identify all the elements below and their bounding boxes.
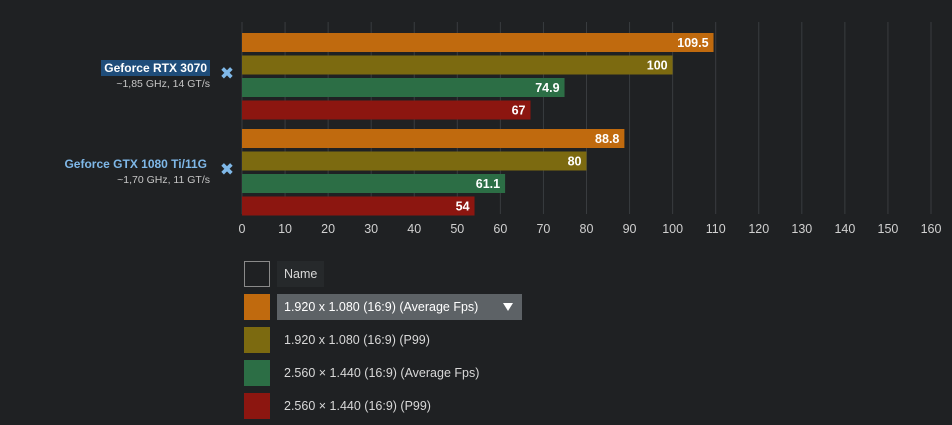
- x-tick-label: 160: [921, 222, 942, 236]
- bar[interactable]: [242, 174, 506, 193]
- x-tick-label: 100: [662, 222, 683, 236]
- x-tick-label: 110: [706, 222, 726, 236]
- x-tick-label: 70: [536, 222, 550, 236]
- bar[interactable]: [242, 100, 531, 120]
- remove-icon[interactable]: ✖: [219, 64, 235, 83]
- x-axis-ticks: 0 10 20 30 40 50 60 70 80 90 100 110 120 130 140 150 160: [239, 222, 942, 236]
- legend-swatch: [244, 393, 270, 419]
- bar-value-label: 80: [568, 155, 582, 169]
- x-tick-label: 10: [278, 222, 292, 236]
- x-tick-label: 50: [450, 222, 464, 236]
- legend-item-label[interactable]: 2.560 × 1.440 (16:9) (Average Fps): [284, 366, 480, 380]
- gpu-name-gtx1080ti[interactable]: Geforce GTX 1080 Ti/11G: [64, 157, 207, 171]
- bar[interactable]: [242, 78, 565, 97]
- bar-chart: 109.5 100 74.9 67 88.8 80 61.1 54 0 10 20 30 40 50 60…: [239, 22, 942, 236]
- bar-value-label: 88.8: [595, 132, 619, 146]
- remove-icon[interactable]: ✖: [219, 160, 235, 179]
- bar-value-label: 100: [647, 59, 668, 73]
- bar[interactable]: [242, 196, 475, 216]
- gpu-spec-rtx3070: ~1,85 GHz, 14 GT/s: [116, 78, 210, 90]
- gpu-spec-gtx1080ti: ~1,70 GHz, 11 GT/s: [117, 174, 210, 186]
- legend-swatch: [244, 327, 270, 353]
- x-tick-label: 20: [321, 222, 335, 236]
- select-all-checkbox[interactable]: [244, 261, 270, 287]
- x-tick-label: 40: [407, 222, 421, 236]
- bar-value-label: 74.9: [535, 81, 559, 95]
- bar-value-label: 67: [512, 104, 526, 118]
- x-tick-label: 0: [239, 222, 246, 236]
- bar[interactable]: [242, 55, 673, 75]
- x-tick-label: 60: [493, 222, 507, 236]
- x-tick-label: 140: [834, 222, 855, 236]
- x-tick-label: 120: [748, 222, 769, 236]
- x-tick-label: 130: [791, 222, 812, 236]
- gpu-name-rtx3070[interactable]: Geforce RTX 3070: [101, 60, 210, 76]
- bar-value-label: 54: [456, 200, 470, 214]
- x-tick-label: 80: [580, 222, 594, 236]
- dropdown-arrow-icon[interactable]: [503, 303, 513, 311]
- x-tick-label: 30: [364, 222, 378, 236]
- bar[interactable]: [242, 151, 587, 171]
- bars: 109.5 100 74.9 67 88.8 80 61.1 54: [242, 33, 714, 216]
- legend-item-label[interactable]: 2.560 × 1.440 (16:9) (P99): [284, 399, 431, 413]
- legend-item-label: 1.920 x 1.080 (16:9) (Average Fps): [284, 300, 479, 314]
- legend-label-selected[interactable]: 1.920 x 1.080 (16:9) (Average Fps): [277, 294, 522, 320]
- x-tick-label: 90: [623, 222, 637, 236]
- legend-swatch: [244, 360, 270, 386]
- legend-header-label[interactable]: Name: [277, 261, 325, 287]
- bar[interactable]: [242, 129, 625, 148]
- legend-item-label[interactable]: 1.920 x 1.080 (16:9) (P99): [284, 333, 430, 347]
- legend-swatch: [244, 294, 270, 320]
- x-tick-label: 150: [878, 222, 899, 236]
- bar-value-label: 61.1: [476, 177, 500, 191]
- bar[interactable]: [242, 33, 714, 52]
- bar-value-label: 109.5: [677, 36, 708, 50]
